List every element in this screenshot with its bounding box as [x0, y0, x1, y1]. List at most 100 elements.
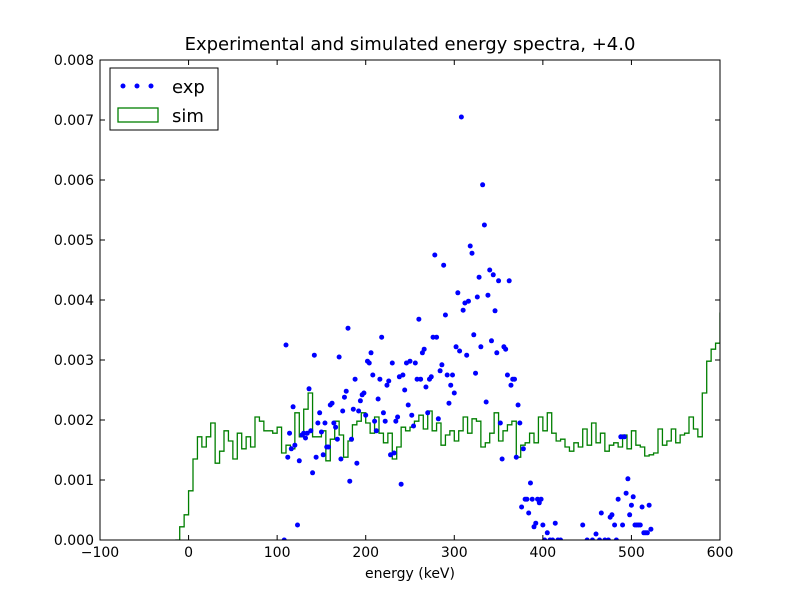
exp-point	[391, 450, 397, 456]
exp-point	[504, 372, 510, 378]
exp-point	[361, 390, 367, 396]
exp-point	[400, 372, 406, 378]
exp-point	[375, 396, 381, 402]
exp-point	[544, 530, 550, 536]
legend: exp sim	[109, 67, 219, 131]
exp-point	[540, 522, 546, 528]
exp-point	[304, 430, 310, 436]
exp-point	[295, 522, 301, 528]
exp-point	[334, 436, 340, 442]
exp-point	[446, 400, 452, 406]
exp-point	[368, 350, 374, 356]
exp-point	[287, 430, 293, 436]
exp-point	[478, 344, 484, 350]
exp-point	[430, 334, 436, 340]
exp-point	[423, 384, 429, 390]
exp-point	[474, 294, 480, 300]
exp-point	[296, 458, 302, 464]
exp-point	[584, 537, 590, 540]
exp-point	[395, 414, 401, 420]
exp-point	[331, 420, 337, 426]
exp-point	[318, 429, 324, 435]
exp-point	[524, 496, 530, 502]
exp-point	[473, 370, 479, 376]
exp-point	[421, 346, 427, 352]
exp-point	[515, 402, 521, 408]
legend-box	[109, 67, 219, 131]
exp-point	[492, 308, 498, 314]
exp-point	[373, 428, 379, 434]
exp-point	[311, 352, 317, 358]
chart-title: Experimental and simulated energy spectr…	[185, 34, 636, 55]
x-tick-label: 200	[352, 545, 379, 561]
y-tick-label: 0.002	[54, 413, 94, 429]
exp-point	[412, 360, 418, 366]
exp-point	[288, 446, 294, 452]
x-tick-label: 400	[529, 545, 556, 561]
plot-area	[175, 114, 720, 540]
exp-point	[290, 404, 296, 410]
legend-sim-marker	[117, 107, 159, 123]
exp-point	[457, 348, 463, 354]
exp-point	[428, 374, 434, 380]
exp-point	[458, 114, 464, 120]
exp-point	[630, 494, 636, 500]
exp-point	[439, 362, 445, 368]
legend-sim-label: sim	[172, 106, 204, 127]
exp-point	[480, 182, 486, 188]
exp-point	[356, 408, 362, 414]
exp-point	[336, 354, 342, 360]
exp-point	[283, 342, 289, 348]
y-tick-label: 0.001	[54, 473, 94, 489]
exp-point	[637, 522, 643, 528]
x-tick-label: 500	[618, 545, 645, 561]
exp-point	[597, 537, 603, 540]
exp-point	[450, 372, 456, 378]
exp-point	[485, 292, 491, 298]
y-tick-label: 0.004	[54, 293, 94, 309]
exp-point	[526, 510, 532, 516]
exp-point	[308, 428, 314, 434]
exp-point	[487, 267, 493, 273]
y-tick-label: 0.000	[54, 533, 94, 549]
exp-point	[627, 512, 633, 518]
x-tick-label: 600	[707, 545, 734, 561]
x-tick-label: 100	[264, 545, 291, 561]
exp-point	[437, 368, 443, 374]
exp-point	[350, 406, 356, 412]
exp-point	[517, 420, 523, 426]
exp-point	[441, 262, 447, 268]
exp-point	[625, 476, 631, 482]
exp-point	[490, 272, 496, 278]
exp-point	[432, 252, 438, 258]
exp-point	[416, 316, 422, 322]
exp-point	[285, 454, 291, 460]
exp-point	[620, 522, 626, 528]
exp-point	[425, 410, 431, 416]
exp-point	[550, 537, 556, 540]
exp-point	[646, 502, 652, 508]
exp-point	[398, 481, 404, 487]
exp-point	[464, 352, 470, 358]
exp-point	[379, 334, 385, 340]
exp-point	[320, 452, 326, 458]
exp-point	[529, 496, 535, 502]
exp-point	[340, 408, 346, 414]
exp-point	[372, 418, 378, 424]
exp-point	[347, 478, 353, 484]
exp-point	[538, 496, 544, 502]
x-tick-label: −100	[81, 545, 119, 561]
y-tick-label: 0.008	[54, 53, 94, 69]
exp-point	[411, 423, 417, 429]
exp-point	[467, 243, 473, 249]
exp-point	[558, 537, 564, 540]
exp-point	[623, 490, 629, 496]
exp-point	[481, 222, 487, 228]
exp-point	[533, 520, 539, 526]
exp-point	[506, 278, 512, 284]
exp-point	[453, 344, 459, 350]
exp-point	[333, 424, 339, 430]
exp-point	[483, 399, 489, 405]
exp-point	[520, 446, 526, 452]
exp-point	[496, 278, 502, 284]
